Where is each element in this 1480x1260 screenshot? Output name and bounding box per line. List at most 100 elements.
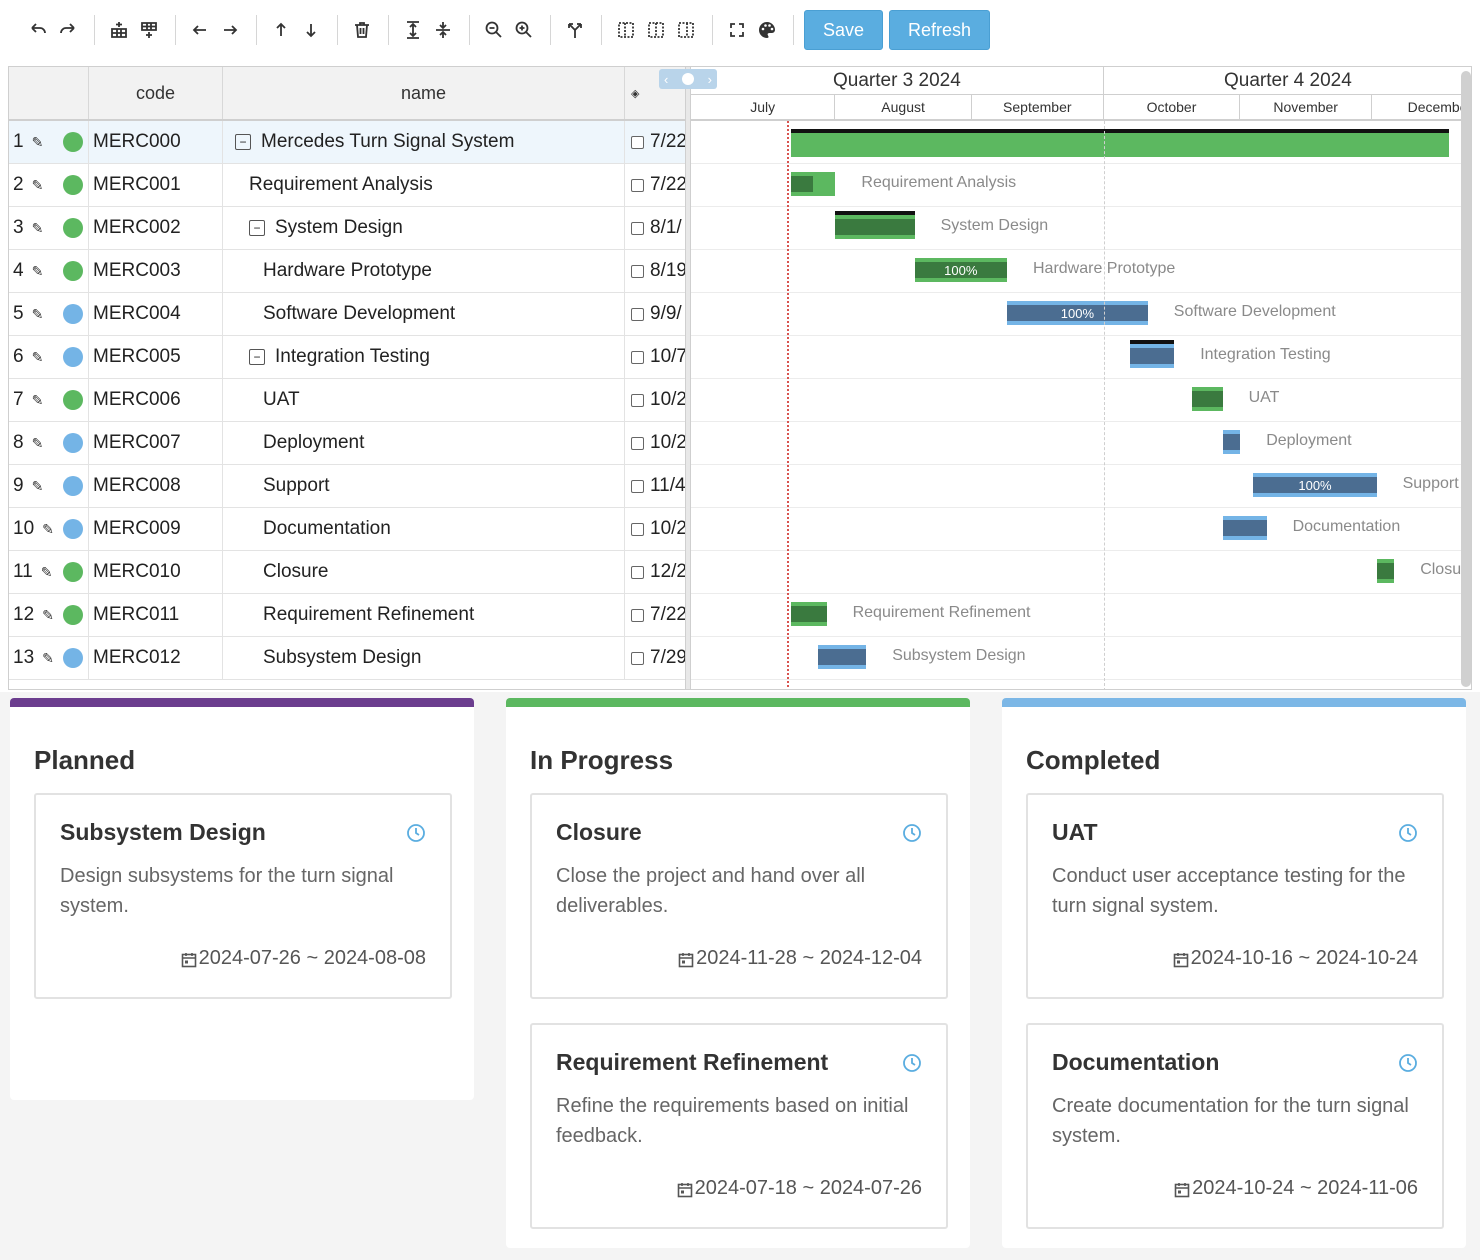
edit-pencil-icon[interactable]: ✎ [31,391,44,408]
task-bar[interactable]: 100% [1007,301,1148,325]
row-checkbox[interactable] [631,436,644,450]
task-bar[interactable] [835,211,915,239]
edit-pencil-icon[interactable]: ✎ [31,348,44,365]
collapse-toggle-icon[interactable]: − [249,349,265,365]
task-card[interactable]: UAT Conduct user acceptance testing for t… [1026,793,1444,999]
code-cell[interactable]: MERC009 [89,508,223,550]
pane-splitter[interactable] [685,67,691,689]
table-row[interactable]: 6 ✎ MERC005− Integration Testing 10/7 [9,336,685,379]
collapse-toggle-icon[interactable]: − [235,134,251,150]
edit-pencil-icon[interactable]: ✎ [31,176,44,193]
redo-icon[interactable] [56,18,80,42]
table-row[interactable]: 9 ✎ MERC008 Support 11/4 [9,465,685,508]
scroll-right-icon[interactable]: › [707,71,712,87]
table-row[interactable]: 5 ✎ MERC004 Software Development 9/9/ [9,293,685,336]
name-cell[interactable]: − System Design [223,207,625,249]
name-cell[interactable]: Requirement Analysis [223,164,625,206]
outdent-arrow-icon[interactable] [188,18,212,42]
row-checkbox[interactable] [631,221,644,235]
add-task-above-icon[interactable] [137,18,161,42]
task-card[interactable]: Closure Close the project and hand over a… [530,793,948,999]
table-row[interactable]: 8 ✎ MERC007 Deployment 10/2 [9,422,685,465]
table-row[interactable]: 12 ✎ MERC011 Requirement Refinement 7/22 [9,594,685,637]
task-bar[interactable] [791,172,836,196]
scroll-knob[interactable] [682,73,694,85]
code-cell[interactable]: MERC007 [89,422,223,464]
code-cell[interactable]: MERC005 [89,336,223,378]
critical-path-icon[interactable] [563,18,587,42]
name-cell[interactable]: Documentation [223,508,625,550]
edit-pencil-icon[interactable]: ✎ [40,563,53,580]
task-bar[interactable] [817,645,867,669]
edit-pencil-icon[interactable]: ✎ [42,649,54,666]
edit-pencil-icon[interactable]: ✎ [42,520,54,537]
row-checkbox[interactable] [631,264,644,278]
add-task-below-icon[interactable] [107,18,131,42]
code-column-header[interactable]: code [89,67,223,119]
task-bar[interactable] [791,129,1449,157]
name-cell[interactable]: Hardware Prototype [223,250,625,292]
name-cell[interactable]: Requirement Refinement [223,594,625,636]
name-cell[interactable]: Closure [223,551,625,593]
row-checkbox[interactable] [631,178,644,192]
timeline-scroll-control[interactable]: ‹ › [659,69,717,89]
edit-pencil-icon[interactable]: ✎ [31,477,44,494]
edit-pencil-icon[interactable]: ✎ [31,219,44,236]
column-settings-icon[interactable]: ◈ [631,87,640,100]
trash-icon[interactable] [350,18,374,42]
row-checkbox[interactable] [631,479,644,493]
row-checkbox[interactable] [631,307,644,321]
edit-pencil-icon[interactable]: ✎ [42,606,54,623]
code-cell[interactable]: MERC001 [89,164,223,206]
task-bar[interactable] [791,602,827,626]
edit-pencil-icon[interactable]: ✎ [31,133,44,150]
name-column-header[interactable]: name [223,67,625,119]
name-cell[interactable]: Support [223,465,625,507]
task-bar[interactable] [1376,559,1395,583]
clock-icon[interactable] [902,823,922,843]
row-checkbox[interactable] [631,608,644,622]
code-cell[interactable]: MERC006 [89,379,223,421]
vertical-scrollbar[interactable] [1461,71,1471,687]
table-row[interactable]: 7 ✎ MERC006 UAT 10/2 [9,379,685,422]
grid-only-icon[interactable] [614,18,638,42]
edit-pencil-icon[interactable]: ✎ [31,262,44,279]
edit-pencil-icon[interactable]: ✎ [31,305,44,322]
table-row[interactable]: 4 ✎ MERC003 Hardware Prototype 8/19 [9,250,685,293]
task-card[interactable]: Subsystem Design Design subsystems for th… [34,793,452,999]
row-checkbox[interactable] [631,350,644,364]
indent-arrow-icon[interactable] [218,18,242,42]
row-checkbox[interactable] [631,135,644,149]
refresh-button[interactable]: Refresh [889,10,991,50]
collapse-toggle-icon[interactable]: − [249,220,265,236]
chart-only-icon[interactable] [674,18,698,42]
row-checkbox[interactable] [631,565,644,579]
table-row[interactable]: 13 ✎ MERC012 Subsystem Design 7/29 [9,637,685,680]
move-down-icon[interactable] [299,18,323,42]
name-cell[interactable]: Software Development [223,293,625,335]
code-cell[interactable]: MERC000 [89,121,223,163]
row-checkbox[interactable] [631,651,644,665]
row-checkbox[interactable] [631,522,644,536]
table-row[interactable]: 11 ✎ MERC010 Closure 12/2 [9,551,685,594]
clock-icon[interactable] [1398,1053,1418,1073]
task-bar[interactable] [1130,340,1175,368]
zoom-out-icon[interactable] [482,18,506,42]
code-cell[interactable]: MERC012 [89,637,223,679]
task-card[interactable]: Requirement Refinement Refine the require… [530,1023,948,1229]
task-bar[interactable]: 100% [914,258,1007,282]
table-row[interactable]: 1 ✎ MERC000− Mercedes Turn Signal System 7/2… [9,121,685,164]
table-row[interactable]: 3 ✎ MERC002− System Design 8/1/ [9,207,685,250]
table-row[interactable]: 2 ✎ MERC001 Requirement Analysis 7/22 [9,164,685,207]
code-cell[interactable]: MERC011 [89,594,223,636]
code-cell[interactable]: MERC002 [89,207,223,249]
task-bar[interactable] [1222,516,1267,540]
task-bar[interactable] [1191,387,1223,411]
code-cell[interactable]: MERC008 [89,465,223,507]
task-card[interactable]: Documentation Create documentation for th… [1026,1023,1444,1229]
code-cell[interactable]: MERC004 [89,293,223,335]
zoom-in-icon[interactable] [512,18,536,42]
expand-all-icon[interactable] [401,18,425,42]
name-cell[interactable]: Deployment [223,422,625,464]
name-cell[interactable]: UAT [223,379,625,421]
